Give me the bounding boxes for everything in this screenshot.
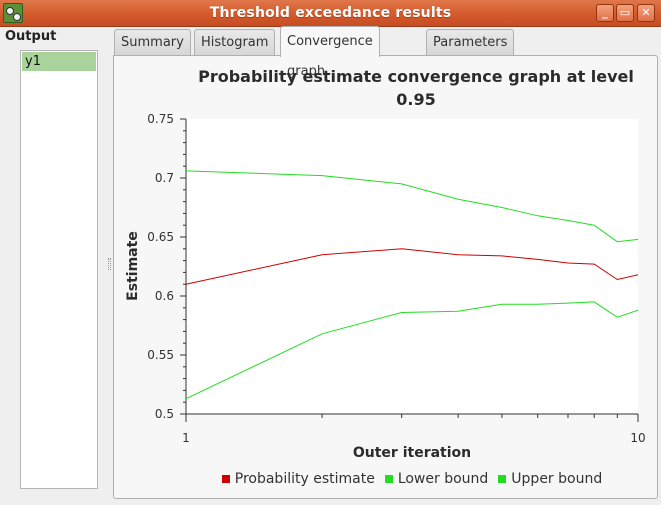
- y-tick-label: 0.65: [147, 230, 174, 244]
- chart-title: Probability estimate convergence graph a…: [198, 67, 634, 86]
- legend-item-upper-bound: Upper bound: [498, 471, 602, 487]
- y-tick-label: 0.75: [147, 112, 174, 126]
- y-tick-label: 0.6: [155, 289, 174, 303]
- x-axis-label: Outer iteration: [352, 445, 472, 461]
- legend-label: Upper bound: [511, 471, 603, 487]
- x-tick-label: 10: [630, 431, 645, 445]
- y-axis-label: Estimate: [125, 231, 141, 301]
- tab-parameters[interactable]: Parameters: [426, 29, 515, 56]
- legend-label: Lower bound: [397, 471, 489, 487]
- legend: Probability estimate Lower bound Upper b…: [186, 471, 638, 487]
- x-tick-label: 1: [182, 431, 190, 445]
- legend-item-probability-estimate: Probability estimate: [221, 471, 375, 487]
- y-tick-label: 0.5: [155, 407, 174, 421]
- series-line-lower-bound: [185, 301, 639, 400]
- tab-histogram[interactable]: Histogram: [194, 29, 276, 56]
- tab-convergence-graph[interactable]: Convergence graph: [280, 26, 380, 79]
- legend-item-lower-bound: Lower bound: [384, 471, 489, 487]
- window-title: Threshold exceedance results: [209, 5, 452, 21]
- chart-title-level: 0.95: [396, 90, 436, 109]
- output-list[interactable]: y1: [20, 50, 98, 489]
- y-tick-label: 0.7: [155, 171, 174, 185]
- legend-label: Probability estimate: [234, 471, 375, 487]
- maximize-button[interactable]: ▭: [616, 4, 634, 22]
- tab-summary[interactable]: Summary: [114, 29, 191, 56]
- output-item-y1[interactable]: y1: [22, 52, 96, 71]
- title-bar: Threshold exceedance results _ ▭ ✕: [0, 0, 661, 27]
- legend-swatch: [384, 475, 393, 483]
- splitter-handle[interactable]: [108, 258, 111, 270]
- legend-swatch: [221, 475, 230, 483]
- minimize-button[interactable]: _: [596, 4, 614, 22]
- series-line-upper-bound: [185, 170, 639, 243]
- app-icon[interactable]: [3, 3, 23, 23]
- plot-area: [186, 119, 638, 414]
- legend-swatch: [498, 475, 507, 483]
- close-button[interactable]: ✕: [637, 4, 655, 22]
- series-line-probability-estimate: [185, 248, 639, 285]
- y-tick-label: 0.55: [147, 348, 174, 362]
- output-label: Output: [5, 29, 57, 44]
